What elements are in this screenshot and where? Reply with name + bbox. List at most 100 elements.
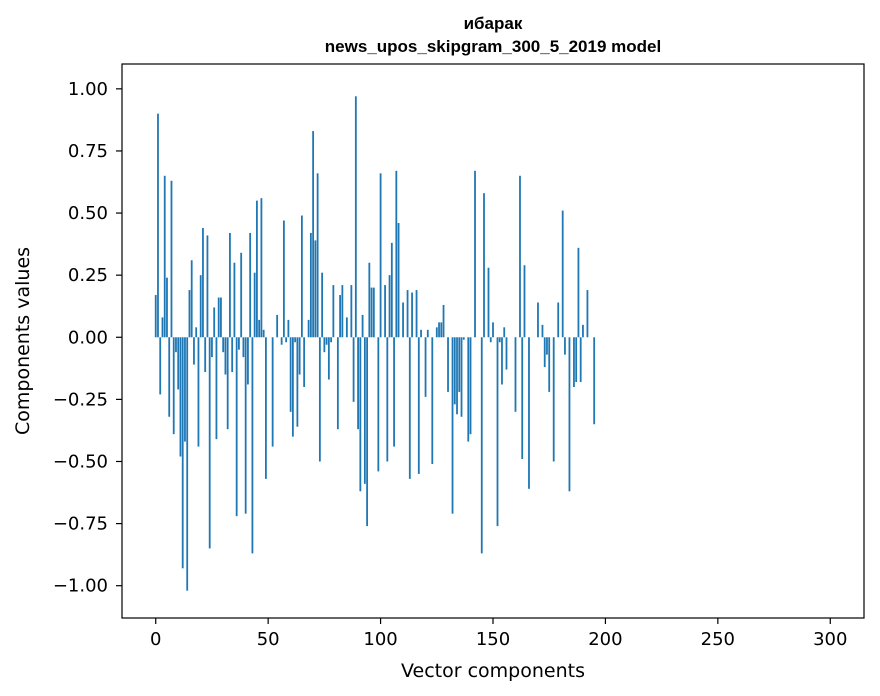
bar xyxy=(543,337,546,368)
bar xyxy=(368,262,371,338)
y-tick-label: 1.00 xyxy=(68,79,108,100)
x-tick-label: 150 xyxy=(476,629,510,650)
bar xyxy=(217,297,220,338)
bar xyxy=(411,292,413,338)
bar xyxy=(474,170,476,338)
bar xyxy=(352,337,355,402)
bar xyxy=(370,287,373,338)
bar xyxy=(204,337,207,373)
bar xyxy=(415,290,418,338)
bar xyxy=(312,131,315,338)
bar xyxy=(172,337,175,435)
bar xyxy=(447,337,449,392)
bar xyxy=(483,193,485,338)
bar xyxy=(480,337,483,554)
bar xyxy=(181,337,184,569)
bar xyxy=(166,277,168,338)
bar xyxy=(188,290,191,338)
bar xyxy=(395,170,398,338)
y-tick-label: −0.25 xyxy=(53,389,108,410)
bar xyxy=(388,275,391,338)
bar xyxy=(247,337,249,385)
bar xyxy=(451,337,454,514)
bar xyxy=(159,337,162,395)
bar xyxy=(438,322,440,338)
bar xyxy=(163,175,166,338)
x-tick-label: 300 xyxy=(813,629,847,650)
bar xyxy=(519,175,521,338)
bar xyxy=(265,337,267,479)
bars-group xyxy=(154,96,605,591)
bar xyxy=(498,337,501,343)
x-tick-label: 50 xyxy=(257,629,280,650)
bar xyxy=(193,337,195,365)
bar xyxy=(496,337,499,527)
y-axis-label: Components values xyxy=(12,247,34,435)
bar xyxy=(199,275,202,338)
bar xyxy=(211,337,213,358)
bar xyxy=(354,96,357,338)
bar xyxy=(215,337,218,440)
bar xyxy=(573,337,575,387)
axes-group: 0 50 100 150 200 250 300 1.00 0.75 0.50 0.25 0.00 −0… xyxy=(53,63,865,650)
bar xyxy=(287,319,290,338)
bar xyxy=(384,285,386,338)
bar xyxy=(523,265,526,338)
bar xyxy=(582,324,584,338)
bar xyxy=(242,337,245,358)
x-axis-label: Vector components xyxy=(401,660,585,682)
bar xyxy=(222,337,225,353)
y-tick-label: −0.75 xyxy=(53,514,108,535)
bar xyxy=(552,337,555,462)
x-tick-label: 0 xyxy=(150,629,161,650)
bar xyxy=(249,232,252,338)
bar xyxy=(514,337,517,412)
bar xyxy=(541,324,544,338)
bar xyxy=(175,337,177,353)
bar xyxy=(184,337,186,442)
bar xyxy=(431,337,434,464)
bar xyxy=(206,235,209,338)
bar xyxy=(440,322,443,338)
bar xyxy=(366,337,368,527)
bar xyxy=(262,329,265,338)
bar xyxy=(372,287,375,338)
bar xyxy=(202,227,204,338)
bar xyxy=(460,337,463,417)
bar xyxy=(157,113,159,338)
bar xyxy=(316,173,319,338)
bar xyxy=(586,290,589,338)
bar xyxy=(568,337,571,492)
bar xyxy=(208,337,211,549)
bar xyxy=(537,302,539,338)
bar xyxy=(402,302,404,338)
bar xyxy=(462,337,465,340)
y-tick-label: 0.75 xyxy=(68,141,108,162)
plot-frame xyxy=(121,63,865,619)
bar xyxy=(291,337,294,437)
y-tick-label: −0.50 xyxy=(53,451,108,472)
bar xyxy=(492,322,494,338)
bar xyxy=(321,272,324,338)
bar xyxy=(339,295,341,338)
bar xyxy=(435,327,438,338)
bar xyxy=(408,337,411,479)
bar xyxy=(177,337,180,390)
bar xyxy=(420,329,422,338)
bar xyxy=(350,285,353,338)
bar xyxy=(260,198,263,338)
bar xyxy=(238,337,240,350)
bar xyxy=(197,337,200,447)
bar xyxy=(170,180,173,338)
bar xyxy=(503,327,506,338)
bar xyxy=(251,337,254,554)
bar xyxy=(330,337,333,343)
bar xyxy=(467,337,470,442)
bar xyxy=(442,304,445,338)
bar xyxy=(282,220,285,338)
bar xyxy=(397,223,400,338)
bar xyxy=(300,215,303,338)
bar xyxy=(190,260,193,338)
x-tick-label: 100 xyxy=(363,629,397,650)
bar xyxy=(258,319,261,338)
